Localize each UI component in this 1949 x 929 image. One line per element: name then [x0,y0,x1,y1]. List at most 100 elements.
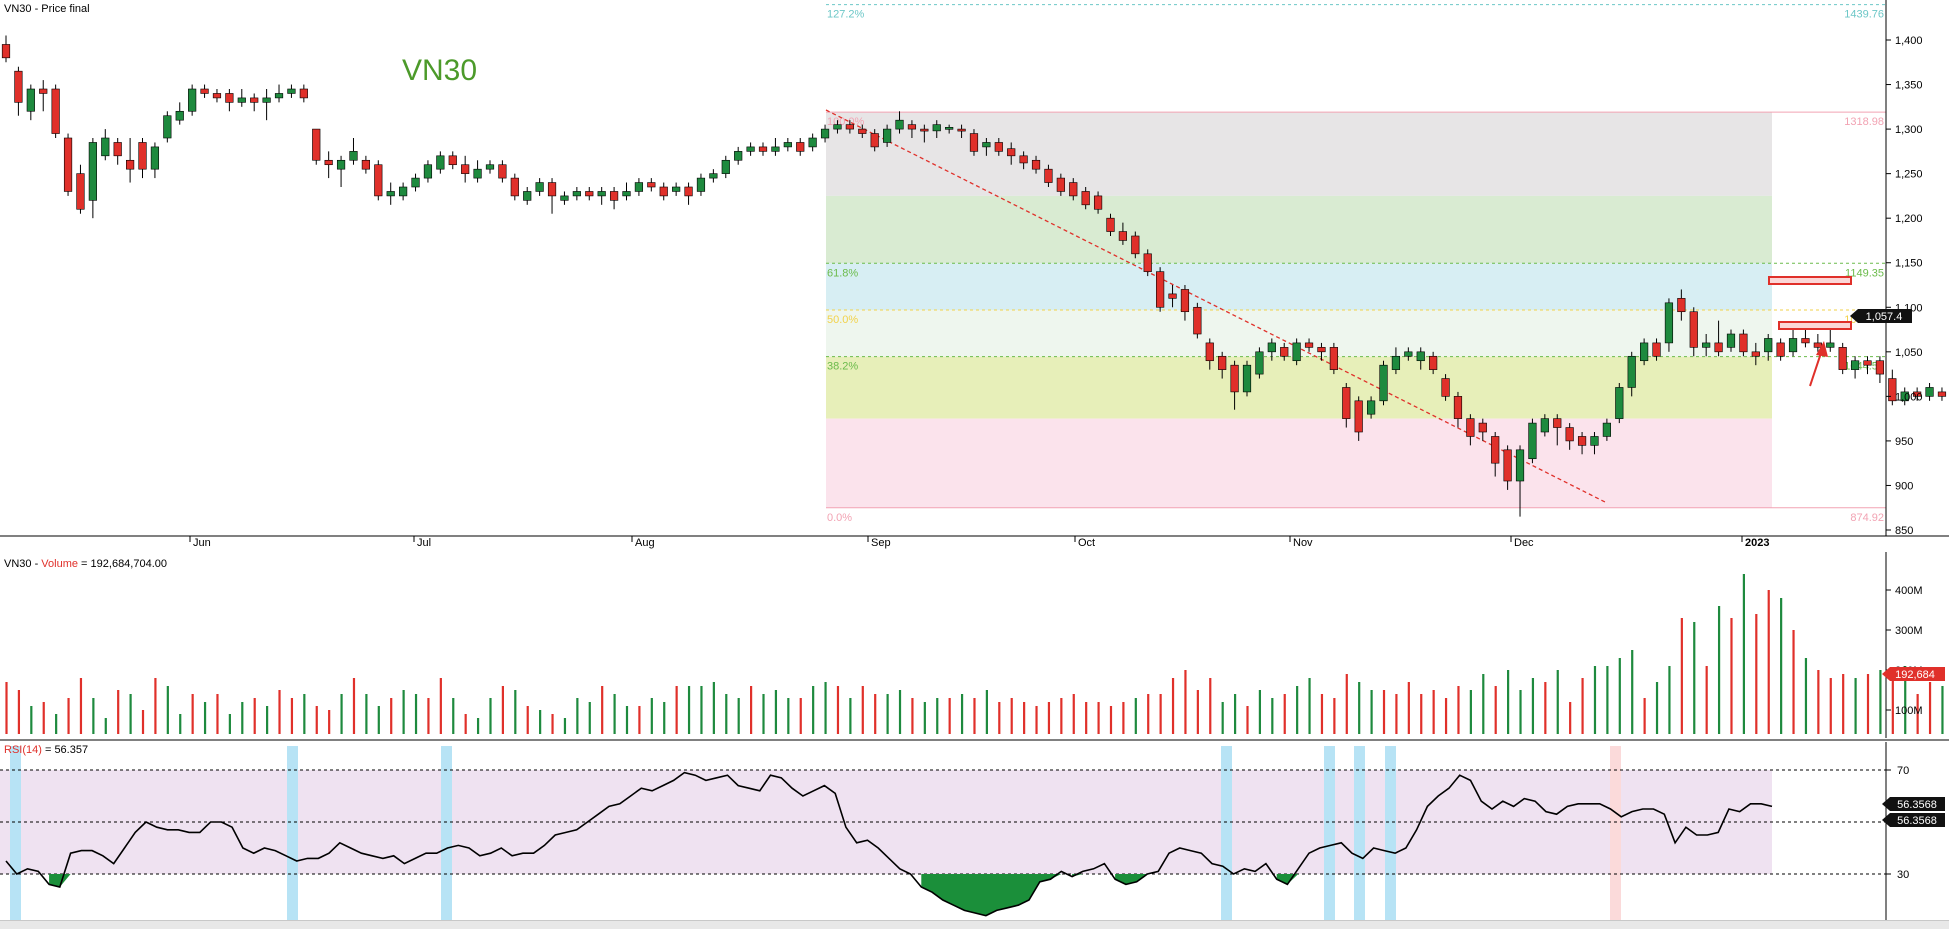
volume-bar [1928,682,1932,734]
rsi-panel: RSI(14) = 56.357 70 30 56.3568 56.3568 [0,742,1945,920]
candle [39,80,48,112]
candle [498,160,507,183]
candle [1577,432,1587,455]
volume-bar [340,694,343,734]
candle [1304,338,1314,352]
candle [361,155,370,174]
volume-bar [1668,666,1671,734]
volume-bar [1370,690,1373,734]
volume-bar [1941,686,1944,734]
volume-bar [663,702,666,734]
candle [957,124,966,138]
candle [14,66,23,116]
rsi-highlight [1610,746,1621,920]
volume-bar [1717,606,1721,734]
volume-bar [1494,686,1497,734]
sheet-tab-bar[interactable] [0,920,1949,929]
candle [51,84,60,138]
x-tick-label: 2023 [1745,537,1769,549]
candle [473,160,482,183]
trendline [825,109,1606,503]
candle [1280,342,1289,361]
candle [312,128,321,165]
volume-bar [1233,694,1237,734]
candle [386,182,395,205]
candle [883,124,892,147]
volume-bar [762,694,765,734]
volume-bar [464,714,467,734]
candle [858,124,867,138]
volume-bar [1581,678,1584,734]
candle [1354,396,1363,441]
candle [1478,418,1487,441]
candle [1168,285,1177,308]
volume-bar [1780,598,1783,734]
volume-bar [129,694,132,734]
candle [1826,329,1835,352]
candle [1863,356,1872,375]
candle [1875,356,1885,383]
candle [1677,289,1686,321]
candle [684,182,693,205]
price-x-axis: Jun Jul Aug Sep Oct Nov Dec 2023 [189,536,1769,549]
volume-bar [625,706,629,734]
fib-level-value: 1439.76 [1844,9,1884,21]
candle [1404,347,1413,361]
volume-bar [1866,674,1870,734]
y-tick-label: 300M [1895,625,1923,637]
volume-bar [390,698,393,734]
volume-bar [1333,698,1336,734]
volume-bar [911,698,914,734]
candle [163,111,172,143]
candle [1093,191,1103,214]
y-tick-label: 100M [1895,705,1923,717]
y-tick-label: 1,050 [1895,347,1923,359]
volume-bar [613,694,616,734]
volume-bar [266,706,269,734]
volume-bar [1184,670,1187,734]
fib-zone [826,418,1772,508]
candles [1,35,1947,517]
last-price-label: 1,057.4 [1850,309,1912,323]
volume-bar [1469,690,1472,734]
y-tick-label: 850 [1895,525,1913,537]
volume-bar [898,690,902,734]
volume-bar [1283,694,1286,734]
volume-bar [1060,698,1063,734]
candle [1118,222,1127,245]
candle [1590,432,1599,455]
candle [1218,351,1227,379]
fib-level-value: 1318.98 [1844,116,1884,128]
candle [324,151,333,179]
candle [535,178,544,196]
volume-bar [1221,702,1224,734]
volume-bar [55,714,58,734]
volume-bar [1147,694,1150,734]
red-arrow-icon [1809,341,1828,387]
candle [150,142,160,179]
candle [138,138,147,179]
candle [833,120,842,134]
volume-bar [960,694,964,734]
candle [1627,351,1636,397]
support-box [1778,321,1852,330]
candle [188,84,197,116]
volume-bar [1643,698,1646,734]
volume-bar [352,678,356,734]
rsi-highlight [287,746,298,920]
candle [932,120,941,138]
volume-bar [141,710,145,734]
candle [1156,267,1165,312]
candle [1143,249,1152,277]
volume-bar [1842,674,1845,734]
candle [547,178,557,214]
volume-bar [1444,698,1448,734]
candle [250,93,259,112]
candle [609,187,619,210]
resistance-box [1768,276,1852,285]
candle [659,182,668,201]
candle [274,84,284,103]
candle [1255,347,1264,379]
volume-bar [774,690,778,734]
candle [1726,329,1736,352]
